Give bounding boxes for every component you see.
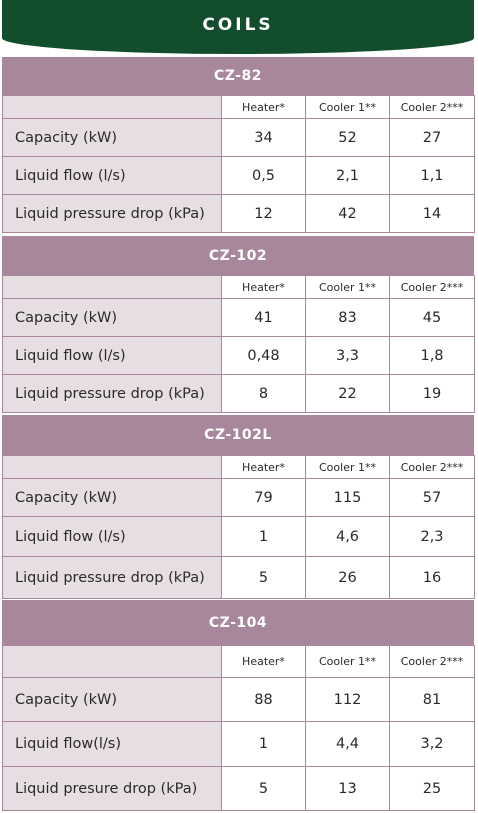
value-cell: 5 <box>221 556 306 599</box>
column-header: Cooler 2*** <box>389 275 475 299</box>
spec-table: Heater* Cooler 1** Cooler 2*** Capacity (kW… <box>2 645 475 811</box>
column-header: Cooler 1** <box>305 645 390 678</box>
column-header: Heater* <box>221 455 306 479</box>
value-cell: 16 <box>389 556 475 599</box>
table-row: Liquid flow (l/s) 0,48 3,3 1,8 <box>2 336 475 375</box>
model-section: CZ-82 Heater* Cooler 1** Cooler 2*** Capacit… <box>2 57 475 233</box>
model-section: CZ-102 Heater* Cooler 1** Cooler 2*** Capaci… <box>2 236 475 413</box>
model-heading: CZ-102 <box>2 236 474 275</box>
coils-header: COILS <box>2 0 474 54</box>
value-cell: 4,4 <box>305 721 390 767</box>
value-cell: 2,3 <box>389 516 475 557</box>
value-cell: 27 <box>389 118 475 157</box>
column-header: Heater* <box>221 645 306 678</box>
row-label: Capacity (kW) <box>2 478 222 517</box>
value-cell: 1 <box>221 721 306 767</box>
column-header: Cooler 2*** <box>389 455 475 479</box>
row-label: Liquid flow (l/s) <box>2 336 222 375</box>
value-cell: 26 <box>305 556 390 599</box>
value-cell: 115 <box>305 478 390 517</box>
header-blank-cell <box>2 645 222 678</box>
value-cell: 25 <box>389 766 475 811</box>
row-label: Capacity (kW) <box>2 677 222 722</box>
model-heading: CZ-82 <box>2 57 474 95</box>
header-blank-cell <box>2 455 222 479</box>
row-label: Liquid pressure drop (kPa) <box>2 374 222 413</box>
column-header: Cooler 1** <box>305 455 390 479</box>
table-row: Liquid pressure drop (kPa) 8 22 19 <box>2 374 475 413</box>
value-cell: 34 <box>221 118 306 157</box>
column-header: Cooler 2*** <box>389 645 475 678</box>
column-header-row: Heater* Cooler 1** Cooler 2*** <box>2 645 475 678</box>
column-header-row: Heater* Cooler 1** Cooler 2*** <box>2 455 475 479</box>
row-label: Liquid pressure drop (kPa) <box>2 556 222 599</box>
value-cell: 81 <box>389 677 475 722</box>
header-blank-cell <box>2 95 222 119</box>
row-label: Capacity (kW) <box>2 118 222 157</box>
model-section: CZ-104 Heater* Cooler 1** Cooler 2*** Capaci… <box>2 600 475 811</box>
value-cell: 1,1 <box>389 156 475 195</box>
table-row: Capacity (kW) 88 112 81 <box>2 677 475 722</box>
value-cell: 88 <box>221 677 306 722</box>
row-label: Liquid presure drop (kPa) <box>2 766 222 811</box>
row-label: Liquid flow (l/s) <box>2 516 222 557</box>
table-row: Capacity (kW) 34 52 27 <box>2 118 475 157</box>
value-cell: 45 <box>389 298 475 337</box>
value-cell: 14 <box>389 194 475 233</box>
row-label: Liquid flow (l/s) <box>2 156 222 195</box>
value-cell: 4,6 <box>305 516 390 557</box>
value-cell: 2,1 <box>305 156 390 195</box>
page-title: COILS <box>202 15 274 35</box>
spec-table: Heater* Cooler 1** Cooler 2*** Capacity (kW… <box>2 95 475 233</box>
table-row: Liquid pressure drop (kPa) 5 26 16 <box>2 556 475 599</box>
value-cell: 12 <box>221 194 306 233</box>
model-heading: CZ-102L <box>2 415 474 455</box>
column-header: Cooler 2*** <box>389 95 475 119</box>
table-row: Capacity (kW) 79 115 57 <box>2 478 475 517</box>
column-header: Heater* <box>221 95 306 119</box>
value-cell: 13 <box>305 766 390 811</box>
value-cell: 3,3 <box>305 336 390 375</box>
table-row: Liquid pressure drop (kPa) 12 42 14 <box>2 194 475 233</box>
value-cell: 3,2 <box>389 721 475 767</box>
value-cell: 83 <box>305 298 390 337</box>
value-cell: 5 <box>221 766 306 811</box>
value-cell: 19 <box>389 374 475 413</box>
column-header-row: Heater* Cooler 1** Cooler 2*** <box>2 275 475 299</box>
row-label: Capacity (kW) <box>2 298 222 337</box>
model-section: CZ-102L Heater* Cooler 1** Cooler 2*** Capac… <box>2 415 475 599</box>
spec-table: Heater* Cooler 1** Cooler 2*** Capacity (kW… <box>2 455 475 599</box>
value-cell: 57 <box>389 478 475 517</box>
table-row: Liquid flow (l/s) 1 4,6 2,3 <box>2 516 475 557</box>
value-cell: 52 <box>305 118 390 157</box>
row-label: Liquid flow(l/s) <box>2 721 222 767</box>
header-blank-cell <box>2 275 222 299</box>
value-cell: 8 <box>221 374 306 413</box>
value-cell: 1 <box>221 516 306 557</box>
model-heading: CZ-104 <box>2 600 474 645</box>
value-cell: 0,5 <box>221 156 306 195</box>
column-header: Heater* <box>221 275 306 299</box>
table-row: Liquid flow (l/s) 0,5 2,1 1,1 <box>2 156 475 195</box>
row-label: Liquid pressure drop (kPa) <box>2 194 222 233</box>
value-cell: 79 <box>221 478 306 517</box>
value-cell: 112 <box>305 677 390 722</box>
table-row: Liquid presure drop (kPa) 5 13 25 <box>2 766 475 811</box>
value-cell: 1,8 <box>389 336 475 375</box>
table-row: Capacity (kW) 41 83 45 <box>2 298 475 337</box>
column-header: Cooler 1** <box>305 275 390 299</box>
value-cell: 0,48 <box>221 336 306 375</box>
value-cell: 22 <box>305 374 390 413</box>
column-header-row: Heater* Cooler 1** Cooler 2*** <box>2 95 475 119</box>
value-cell: 41 <box>221 298 306 337</box>
table-row: Liquid flow(l/s) 1 4,4 3,2 <box>2 721 475 767</box>
column-header: Cooler 1** <box>305 95 390 119</box>
value-cell: 42 <box>305 194 390 233</box>
spec-table: Heater* Cooler 1** Cooler 2*** Capacity (kW… <box>2 275 475 413</box>
